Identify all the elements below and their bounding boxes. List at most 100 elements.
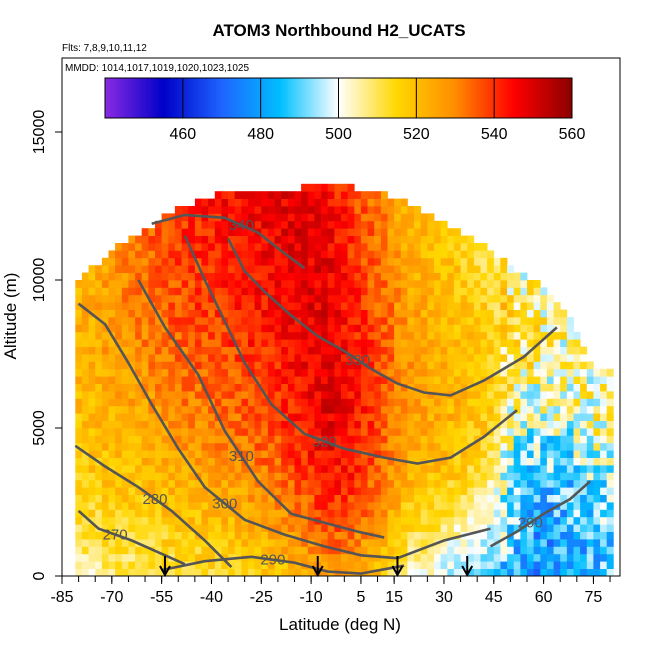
heatmap-cell (254, 398, 262, 407)
heatmap-cell (267, 553, 275, 562)
heatmap-cell (434, 561, 441, 569)
heatmap-cell (374, 494, 382, 503)
colorbar-swatch (379, 78, 382, 118)
heatmap-cell (194, 228, 202, 236)
heatmap-cell (301, 516, 309, 525)
heatmap-cell (434, 346, 441, 355)
heatmap-cell (347, 213, 355, 222)
heatmap-cell (520, 568, 528, 577)
heatmap-cell (447, 531, 455, 540)
heatmap-cell (520, 302, 528, 310)
heatmap-cell (321, 457, 329, 466)
heatmap-cell (400, 524, 408, 532)
heatmap-cell (161, 243, 169, 251)
heatmap-cell (267, 324, 275, 333)
heatmap-cell (294, 206, 302, 214)
heatmap-cell (354, 235, 362, 244)
heatmap-cell (128, 524, 136, 532)
arrow-head (311, 565, 324, 578)
heatmap-cell (254, 376, 262, 384)
heatmap-cell (440, 435, 448, 444)
heatmap-cell (434, 302, 441, 310)
chart-titles: ATOM3 Northbound H2_UCATS Flts: 7,8,9,10… (62, 21, 466, 54)
heatmap-cell (301, 272, 309, 281)
contour-label: 280 (142, 491, 167, 508)
heatmap-cell (81, 354, 89, 362)
heatmap-cell (261, 502, 269, 510)
heatmap-cell (593, 398, 601, 407)
heatmap-cell (314, 539, 322, 547)
heatmap-cell (88, 457, 96, 466)
heatmap-cell (374, 206, 382, 214)
heatmap-cell (447, 502, 455, 510)
heatmap-cell (201, 428, 209, 436)
heatmap-cell (148, 317, 156, 325)
chart-title: ATOM3 Northbound H2_UCATS (212, 21, 465, 40)
heatmap-cell (281, 191, 289, 199)
heatmap-cell (513, 524, 521, 532)
heatmap-cell (493, 265, 501, 273)
heatmap-cell (460, 457, 468, 466)
heatmap-cell (347, 442, 355, 451)
heatmap-cell (487, 509, 495, 518)
heatmap-cell (460, 317, 468, 325)
heatmap-cell (407, 494, 415, 503)
heatmap-cell (254, 450, 262, 458)
heatmap-cell (115, 479, 123, 488)
heatmap-cell (75, 509, 83, 518)
heatmap-cell (354, 257, 362, 266)
heatmap-cell (480, 257, 488, 266)
heatmap-cell (347, 383, 355, 392)
heatmap-cell (394, 309, 402, 318)
heatmap-cell (128, 442, 136, 451)
heatmap-cell (188, 398, 196, 407)
heatmap-cell (234, 339, 242, 347)
heatmap-cell (394, 376, 402, 384)
heatmap-cell (573, 472, 581, 481)
heatmap-cell (394, 509, 402, 518)
heatmap-cell (174, 413, 182, 421)
heatmap-cell (101, 324, 109, 333)
heatmap-cell (148, 243, 156, 251)
heatmap-cell (527, 524, 534, 532)
heatmap-cell (546, 331, 554, 340)
heatmap-cell (221, 420, 229, 429)
heatmap-cell (566, 391, 574, 399)
heatmap-cell (493, 317, 501, 325)
heatmap-cell (487, 309, 495, 318)
heatmap-cell (400, 487, 408, 495)
heatmap-cell (234, 479, 242, 488)
heatmap-cell (174, 206, 182, 214)
heatmap-cell (327, 243, 335, 251)
heatmap-cell (440, 376, 448, 384)
heatmap-cell (440, 442, 448, 451)
heatmap-cell (440, 220, 448, 229)
heatmap-cell (327, 546, 335, 555)
heatmap-cell (520, 383, 528, 392)
heatmap-cell (261, 354, 269, 362)
heatmap-cell (115, 539, 123, 547)
heatmap-cell (321, 257, 329, 266)
heatmap-cell (420, 553, 428, 562)
heatmap-cell (95, 502, 103, 510)
colorbar-swatch (348, 78, 351, 118)
heatmap-cell (500, 302, 508, 310)
heatmap-cell (553, 457, 561, 466)
heatmap-cell (75, 420, 83, 429)
heatmap-cell (566, 442, 574, 451)
heatmap-cell (75, 524, 83, 532)
heatmap-cell (387, 524, 395, 532)
heatmap-cell (374, 331, 382, 340)
heatmap-cell (473, 257, 481, 266)
heatmap-cell (473, 354, 481, 362)
heatmap-cell (301, 531, 309, 540)
heatmap-cell (101, 398, 109, 407)
heatmap-cell (307, 465, 315, 473)
heatmap-cell (600, 509, 608, 518)
heatmap-cell (168, 494, 176, 503)
x-tick-label: -55 (150, 589, 173, 606)
heatmap-cell (400, 265, 408, 273)
heatmap-cell (181, 235, 189, 244)
heatmap-cell (374, 302, 382, 310)
heatmap-cell (480, 361, 488, 370)
